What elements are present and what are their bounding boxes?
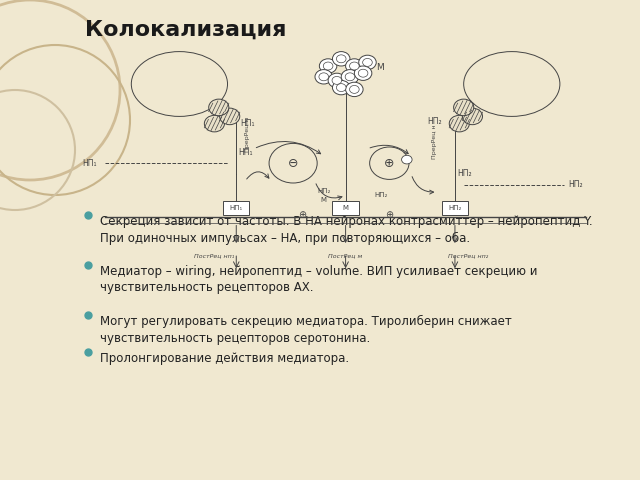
- Circle shape: [355, 66, 372, 81]
- Text: ⊕: ⊕: [384, 156, 395, 170]
- Text: ПостРец нп₂: ПостРец нп₂: [448, 253, 488, 258]
- Circle shape: [346, 82, 363, 96]
- Circle shape: [323, 62, 333, 70]
- Text: НП₂: НП₂: [569, 180, 583, 189]
- Text: НП₂: НП₂: [427, 117, 442, 126]
- Text: Медиатор – wiring, нейропептид – volume. ВИП усиливает секрецию и
чувствительнос: Медиатор – wiring, нейропептид – volume.…: [100, 265, 538, 295]
- Text: M: M: [376, 63, 384, 72]
- Text: НП₁: НП₁: [241, 119, 255, 128]
- Circle shape: [346, 59, 363, 73]
- Text: ПрерРец н: ПрерРец н: [433, 124, 438, 159]
- Text: ПрерРец м: ПрерРец м: [245, 117, 250, 152]
- Circle shape: [333, 52, 350, 66]
- Text: НП₁: НП₁: [230, 205, 243, 211]
- Circle shape: [328, 73, 346, 88]
- Circle shape: [345, 73, 355, 81]
- Text: НП₁: НП₁: [239, 148, 253, 157]
- Text: ПостРец нп₁: ПостРец нп₁: [195, 253, 234, 258]
- Circle shape: [449, 115, 469, 132]
- FancyArrowPatch shape: [246, 172, 269, 179]
- Text: М: М: [321, 197, 327, 204]
- Circle shape: [349, 85, 359, 94]
- FancyArrowPatch shape: [316, 184, 342, 200]
- Text: ⊖: ⊖: [288, 156, 298, 170]
- FancyArrowPatch shape: [370, 145, 408, 154]
- Text: М: М: [342, 205, 349, 211]
- Circle shape: [401, 155, 412, 164]
- Circle shape: [337, 84, 346, 92]
- Text: Секреция зависит от частоты. В НА нейронах контрасмиттер – нейропептид Y.
При од: Секреция зависит от частоты. В НА нейрон…: [100, 215, 593, 245]
- Text: ⊕: ⊕: [298, 210, 306, 220]
- Circle shape: [363, 59, 372, 66]
- Circle shape: [358, 55, 376, 70]
- Circle shape: [319, 59, 337, 73]
- Circle shape: [204, 115, 225, 132]
- FancyBboxPatch shape: [442, 201, 468, 216]
- Text: Пролонгирование действия медиатора.: Пролонгирование действия медиатора.: [100, 352, 349, 365]
- Circle shape: [358, 69, 368, 77]
- Text: НП₂: НП₂: [374, 192, 387, 198]
- Text: НП₁: НП₁: [82, 159, 96, 168]
- Text: ПостРец м: ПостРец м: [328, 253, 363, 258]
- Text: НП₂: НП₂: [317, 189, 330, 194]
- Text: ⊕: ⊕: [385, 210, 394, 220]
- FancyArrowPatch shape: [412, 177, 433, 194]
- Circle shape: [454, 99, 474, 116]
- Circle shape: [315, 70, 333, 84]
- Circle shape: [332, 76, 342, 84]
- Circle shape: [341, 70, 358, 84]
- Circle shape: [349, 62, 359, 70]
- Text: Могут регулировать секрецию медиатора. Тиролиберин снижает
чувствительность реце: Могут регулировать секрецию медиатора. Т…: [100, 315, 512, 345]
- Circle shape: [462, 108, 483, 125]
- Circle shape: [319, 73, 328, 81]
- Circle shape: [333, 81, 350, 95]
- FancyArrowPatch shape: [256, 142, 321, 154]
- Circle shape: [209, 99, 229, 116]
- Circle shape: [220, 108, 240, 125]
- FancyBboxPatch shape: [333, 201, 358, 216]
- FancyBboxPatch shape: [223, 201, 250, 216]
- Text: НП₂: НП₂: [448, 205, 461, 211]
- Text: НП₂: НП₂: [457, 169, 472, 179]
- Circle shape: [337, 55, 346, 63]
- Text: Колокализация: Колокализация: [85, 20, 287, 40]
